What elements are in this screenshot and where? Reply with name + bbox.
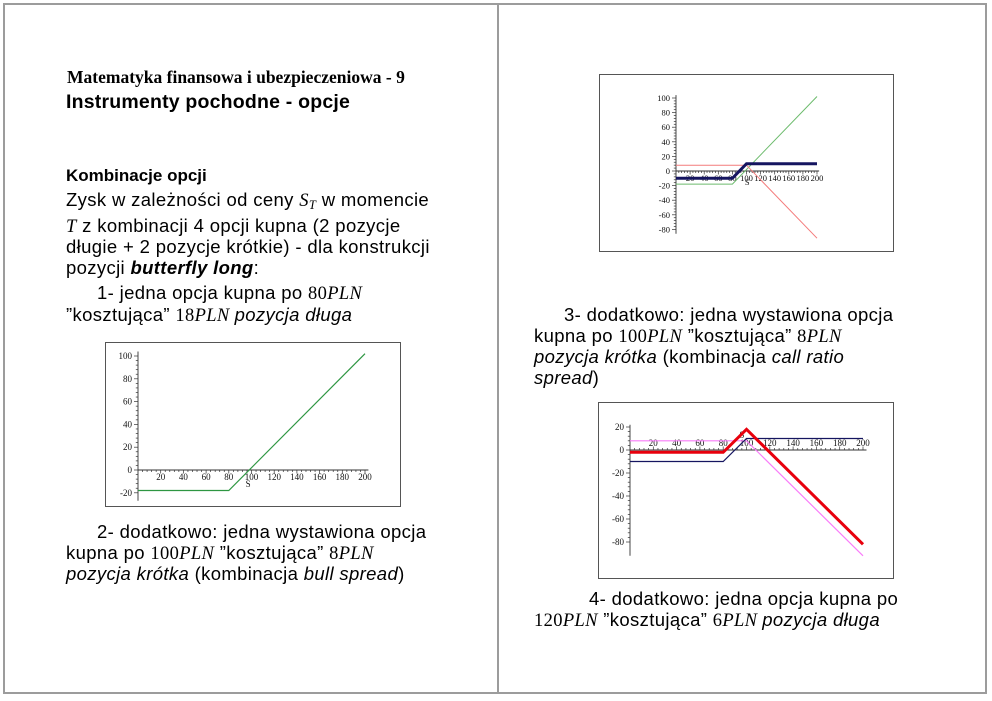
svg-text:60: 60 [123, 397, 133, 407]
svg-text:40: 40 [123, 419, 133, 429]
svg-text:-80: -80 [612, 537, 624, 547]
chart-2-frame: 20 40 60 80 100 120 140 160 180 200 -80 -60 -40 -20 0 2… [599, 74, 894, 252]
intro-paragraph: Zysk w zależności od ceny ST w momencie T… [66, 189, 430, 278]
svg-text:100: 100 [119, 351, 133, 361]
svg-text:20: 20 [662, 151, 671, 161]
payoff-chart-long-call: 20 40 60 80 100 120 140 160 180 200 -20 0 20 40 60 80 10… [119, 351, 372, 501]
svg-text:20: 20 [649, 438, 659, 448]
svg-text:S: S [745, 177, 750, 187]
svg-text:140: 140 [768, 173, 781, 183]
svg-text:40: 40 [662, 137, 671, 147]
svg-text:-80: -80 [659, 224, 670, 234]
lecture-title: Instrumenty pochodne - opcje [66, 91, 351, 113]
svg-text:60: 60 [202, 472, 212, 482]
svg-text:180: 180 [336, 472, 350, 482]
svg-text:-40: -40 [612, 491, 624, 501]
item-1-text: 1- jedna opcja kupna po 80PLN ”kosztująca… [66, 282, 363, 326]
svg-text:-20: -20 [612, 468, 624, 478]
svg-text:20: 20 [615, 422, 625, 432]
item-4-text: 4- dodatkowo: jedna opcja kupna po 120PLN… [534, 588, 899, 631]
payoff-chart-call-ratio-spread: 20 40 60 80 100 120 140 160 180 200200-20-40-60-8… [612, 422, 870, 557]
svg-text:100: 100 [657, 93, 670, 103]
svg-text:60: 60 [662, 122, 671, 132]
svg-text:100: 100 [740, 438, 754, 448]
svg-text:-40: -40 [659, 195, 670, 205]
chart-3-frame: 20 40 60 80 100 120 140 160 180 200 20 0 -20 -40 -60 -8… [598, 402, 894, 579]
svg-text:180: 180 [833, 438, 847, 448]
svg-text:-20: -20 [120, 488, 132, 498]
course-title: Matematyka finansowa i ubezpieczeniowa -… [67, 67, 405, 87]
svg-text:40: 40 [672, 438, 682, 448]
svg-text:100: 100 [740, 173, 753, 183]
document-page-spread: Matematyka finansowa i ubezpieczeniowa -… [3, 3, 987, 694]
svg-text:80: 80 [224, 472, 234, 482]
page-divider [497, 5, 499, 692]
svg-text:160: 160 [810, 438, 824, 448]
svg-text:100: 100 [245, 472, 259, 482]
svg-text:120: 120 [754, 173, 767, 183]
item-3-text: 3- dodatkowo: jedna wystawiona opcja kupn… [534, 304, 894, 388]
svg-text:120: 120 [267, 472, 281, 482]
svg-text:40: 40 [179, 472, 189, 482]
svg-text:80: 80 [123, 374, 133, 384]
svg-text:80: 80 [662, 108, 671, 118]
svg-text:60: 60 [695, 438, 705, 448]
svg-text:160: 160 [313, 472, 327, 482]
svg-text:0: 0 [666, 166, 670, 176]
svg-text:200: 200 [811, 173, 824, 183]
svg-text:200: 200 [358, 472, 372, 482]
item-2-text: 2- dodatkowo: jedna wystawiona opcja kupn… [66, 521, 427, 584]
svg-text:0: 0 [128, 465, 133, 475]
svg-text:-60: -60 [612, 514, 624, 524]
svg-text:-20: -20 [659, 181, 670, 191]
svg-text:20: 20 [156, 472, 166, 482]
svg-text:140: 140 [786, 438, 800, 448]
svg-text:0: 0 [620, 445, 625, 455]
svg-text:160: 160 [782, 173, 795, 183]
chart-1-frame: 20 40 60 80 100 120 140 160 180 200 -20 0 20 40 60 80 10… [105, 342, 401, 507]
svg-text:80: 80 [719, 438, 729, 448]
svg-text:200: 200 [856, 438, 870, 448]
svg-text:-60: -60 [659, 210, 670, 220]
svg-text:20: 20 [123, 442, 133, 452]
svg-text:180: 180 [797, 173, 810, 183]
svg-text:S: S [246, 479, 251, 489]
svg-text:140: 140 [290, 472, 304, 482]
section-heading: Kombinacje opcji [66, 166, 207, 185]
svg-text:120: 120 [763, 438, 777, 448]
payoff-chart-bull-spread: 20 40 60 80 100 120 140 160 180 200-80-60-40-2002… [657, 93, 824, 239]
